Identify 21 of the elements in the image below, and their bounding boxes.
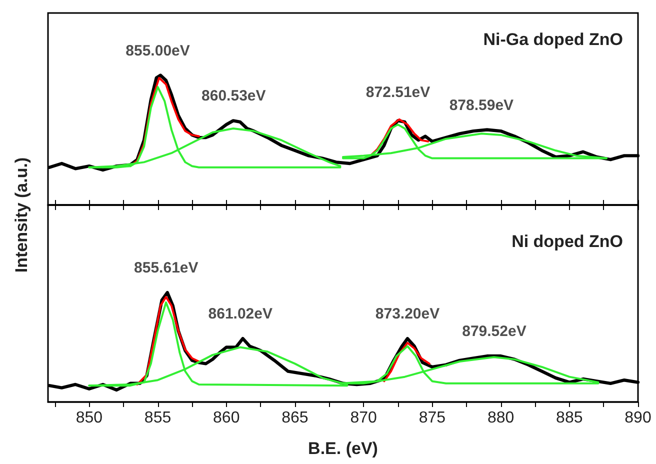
x-tick-label: 890 <box>624 410 652 426</box>
x-tick-label: 870 <box>350 410 378 426</box>
chart-title: Ni doped ZnO <box>512 232 624 251</box>
annotation: 873.20eV <box>375 306 440 323</box>
annotation: 861.02eV <box>208 306 272 323</box>
x-tick-label: 855 <box>144 410 172 426</box>
annotation: 855.61eV <box>134 260 198 277</box>
x-tick-label: 860 <box>213 410 240 426</box>
annotation: 872.51eV <box>366 84 430 101</box>
y-axis-title: Intensity (a.u.) <box>12 157 32 273</box>
x-axis-title: B.E. (eV) <box>308 439 378 458</box>
x-tick-label: 880 <box>487 410 514 426</box>
x-tick-label: 865 <box>282 410 308 426</box>
x-tick-label: 875 <box>418 410 446 426</box>
x-tick-label: 885 <box>556 410 583 426</box>
annotation: 855.00eV <box>126 42 190 60</box>
chart-title: Ni-Ga doped ZnO <box>483 30 624 49</box>
annotation: 879.52eV <box>462 323 526 340</box>
x-tick-label: 850 <box>76 410 103 426</box>
annotation: 878.59eV <box>449 96 514 114</box>
annotation: 860.53eV <box>202 88 266 105</box>
